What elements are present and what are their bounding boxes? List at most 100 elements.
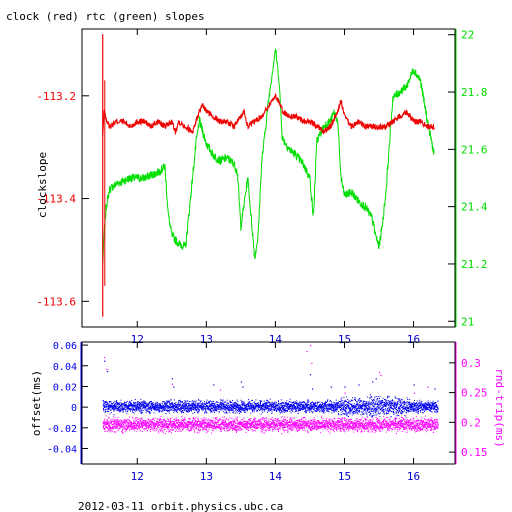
rndtrip-point: [423, 424, 425, 426]
rndtrip-point: [307, 431, 309, 433]
offset-point: [122, 409, 124, 411]
rndtrip-point: [113, 431, 115, 433]
rndtrip-point: [180, 419, 182, 421]
rndtrip-point: [221, 425, 223, 427]
offset-point: [180, 406, 182, 408]
rndtrip-point: [402, 430, 404, 432]
rndtrip-point: [229, 417, 231, 419]
offset-point: [138, 409, 140, 411]
offset-point: [163, 406, 165, 408]
rndtrip-point: [176, 420, 177, 422]
rndtrip-point: [367, 420, 369, 422]
rndtrip-point: [412, 423, 414, 425]
rndtrip-point: [124, 420, 126, 422]
rndtrip-point: [353, 426, 355, 428]
rndtrip-point: [296, 427, 298, 429]
rndtrip-point: [196, 424, 198, 426]
rndtrip-point: [138, 425, 140, 426]
rndtrip-point: [385, 421, 387, 423]
rndtrip-point: [194, 422, 196, 424]
offset-point: [140, 405, 142, 407]
offset-point: [196, 404, 198, 406]
offset-point: [165, 404, 167, 406]
offset-point: [197, 411, 199, 413]
rndtrip-point: [277, 418, 279, 420]
offset-point: [220, 402, 222, 404]
offset-point: [184, 400, 186, 402]
rndtrip-point: [161, 424, 163, 426]
rndtrip-point: [262, 419, 264, 421]
offset-point: [109, 405, 110, 407]
offset-point: [111, 405, 113, 407]
rndtrip-point: [298, 427, 299, 429]
rndtrip-point: [356, 422, 358, 424]
rndtrip-point: [383, 416, 385, 418]
rndtrip-point: [158, 425, 160, 426]
offset-point: [126, 412, 128, 414]
rndtrip-point: [293, 424, 295, 426]
rndtrip-point: [307, 425, 309, 427]
rndtrip-point: [430, 428, 432, 430]
rndtrip-point: [341, 420, 343, 422]
offset-point: [168, 405, 170, 407]
offset-point: [146, 410, 148, 412]
rndtrip-point: [372, 428, 374, 430]
rndtrip-point: [185, 419, 187, 421]
rndtrip-point: [372, 423, 374, 425]
rndtrip-point: [308, 425, 310, 427]
offset-point: [122, 411, 124, 413]
rndtrip-point: [172, 420, 174, 422]
rndtrip-point: [210, 425, 212, 427]
rndtrip-point: [144, 424, 146, 426]
rndtrip-point: [246, 427, 248, 428]
offset-point: [173, 410, 175, 412]
offset-point: [221, 402, 222, 404]
rndtrip-point: [283, 424, 285, 426]
offset-point: [173, 399, 175, 401]
offset-point: [146, 402, 148, 404]
rndtrip-point: [431, 427, 433, 429]
rndtrip-point: [123, 419, 125, 421]
rndtrip-point: [235, 426, 236, 428]
rndtrip-point: [423, 421, 425, 423]
rndtrip-point: [349, 427, 351, 429]
offset-point: [197, 408, 198, 410]
offset-point: [128, 408, 130, 410]
rndtrip-point: [407, 419, 408, 421]
offset-point: [135, 410, 137, 412]
offset-point: [187, 405, 189, 406]
rndtrip-point: [116, 427, 118, 429]
rndtrip-point: [224, 419, 226, 421]
offset-point: [168, 405, 170, 407]
rndtrip-point: [411, 419, 413, 421]
rndtrip-point: [334, 426, 336, 428]
offset-point: [118, 411, 120, 413]
rndtrip-point: [435, 419, 437, 421]
rndtrip-point: [373, 425, 375, 427]
offset-point: [179, 400, 181, 402]
rndtrip-point: [284, 422, 286, 424]
rndtrip-point: [148, 424, 150, 426]
rndtrip-point: [108, 424, 110, 426]
rndtrip-point: [310, 427, 312, 429]
rndtrip-point: [139, 424, 141, 426]
rndtrip-point: [323, 420, 325, 422]
rndtrip-point: [280, 422, 282, 424]
rndtrip-point: [190, 427, 192, 429]
rndtrip-point: [146, 421, 148, 423]
offset-point: [176, 407, 178, 408]
rndtrip-point: [301, 424, 303, 426]
rndtrip-point: [354, 425, 356, 427]
offset-point: [183, 406, 185, 408]
rndtrip-point: [302, 421, 303, 422]
rndtrip-point: [167, 429, 169, 431]
rndtrip-point: [251, 423, 253, 425]
rndtrip-point: [341, 421, 343, 423]
rndtrip-point: [311, 424, 313, 426]
offset-point: [109, 404, 110, 406]
rndtrip-point: [402, 423, 404, 425]
rndtrip-point: [367, 425, 369, 427]
rndtrip-point: [268, 420, 270, 422]
offset-point: [221, 399, 223, 401]
offset-point: [183, 404, 185, 406]
